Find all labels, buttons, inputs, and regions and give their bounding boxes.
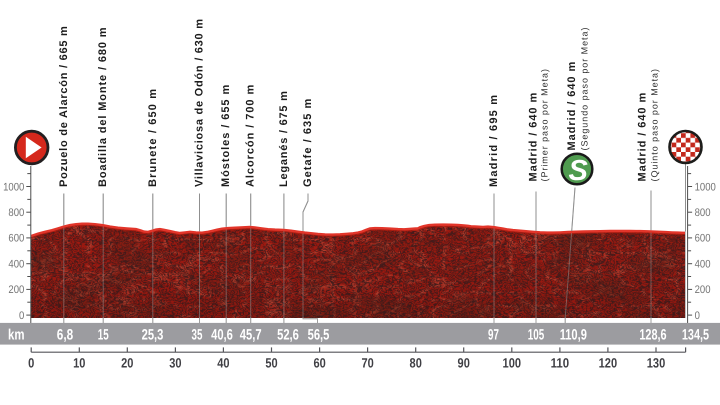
svg-text:56,5: 56,5 <box>308 326 330 343</box>
svg-text:40: 40 <box>217 355 229 370</box>
svg-text:Villaviciosa de Odón / 630 m: Villaviciosa de Odón / 630 m <box>194 18 206 187</box>
svg-text:110,9: 110,9 <box>560 326 587 343</box>
svg-text:40,6: 40,6 <box>211 326 233 343</box>
svg-text:6,8: 6,8 <box>57 326 73 343</box>
svg-text:200: 200 <box>695 284 711 296</box>
svg-text:600: 600 <box>695 233 711 245</box>
svg-text:105: 105 <box>528 326 544 343</box>
svg-text:S: S <box>569 155 589 187</box>
svg-text:52,6: 52,6 <box>277 326 299 343</box>
svg-text:Madrid / 695 m: Madrid / 695 m <box>488 94 500 187</box>
svg-text:Alcorcón / 700 m: Alcorcón / 700 m <box>245 84 257 187</box>
svg-text:0: 0 <box>28 355 34 370</box>
svg-text:400: 400 <box>695 259 711 271</box>
svg-text:20: 20 <box>121 355 133 370</box>
svg-text:Madrid / 640 m: Madrid / 640 m <box>528 92 540 182</box>
svg-text:120: 120 <box>599 355 618 370</box>
svg-text:400: 400 <box>8 259 24 271</box>
svg-text:Leganés / 675 m: Leganés / 675 m <box>278 90 290 187</box>
svg-text:Boadilla del Monte / 680 m: Boadilla del Monte / 680 m <box>97 27 109 187</box>
svg-text:Madrid / 640 m: Madrid / 640 m <box>566 61 578 151</box>
svg-text:(Segundo paso por Meta): (Segundo paso por Meta) <box>580 27 590 151</box>
svg-text:0: 0 <box>695 310 700 322</box>
svg-text:70: 70 <box>361 355 373 370</box>
svg-text:1000: 1000 <box>3 181 24 193</box>
svg-text:Brunete / 650 m: Brunete / 650 m <box>147 88 159 187</box>
svg-text:Madrid / 640 m: Madrid / 640 m <box>637 92 649 182</box>
svg-text:10: 10 <box>73 355 85 370</box>
svg-text:Getafe / 635 m: Getafe / 635 m <box>302 98 314 187</box>
svg-text:100: 100 <box>503 355 522 370</box>
svg-text:110: 110 <box>551 355 570 370</box>
svg-text:130: 130 <box>647 355 666 370</box>
svg-text:(Primer paso por Meta): (Primer paso por Meta) <box>540 68 550 181</box>
svg-text:35: 35 <box>192 326 203 343</box>
svg-text:0: 0 <box>19 310 24 322</box>
svg-text:200: 200 <box>8 284 24 296</box>
svg-text:800: 800 <box>695 207 711 219</box>
svg-text:50: 50 <box>265 355 277 370</box>
svg-text:600: 600 <box>8 233 24 245</box>
svg-text:90: 90 <box>458 355 470 370</box>
svg-text:Pozuelo de Alarcón / 665 m: Pozuelo de Alarcón / 665 m <box>58 25 70 187</box>
svg-text:15: 15 <box>98 326 109 343</box>
svg-text:(Quinto paso por Meta): (Quinto paso por Meta) <box>650 68 660 181</box>
svg-text:km: km <box>8 326 25 343</box>
svg-text:800: 800 <box>8 207 24 219</box>
svg-text:97: 97 <box>488 326 499 343</box>
svg-text:25,3: 25,3 <box>142 326 164 343</box>
svg-text:1000: 1000 <box>695 181 716 193</box>
svg-text:Móstoles / 655 m: Móstoles / 655 m <box>220 84 232 187</box>
svg-text:45,7: 45,7 <box>240 326 262 343</box>
svg-text:134,5: 134,5 <box>682 326 709 343</box>
svg-text:30: 30 <box>169 355 181 370</box>
svg-text:80: 80 <box>410 355 422 370</box>
svg-text:60: 60 <box>313 355 325 370</box>
svg-text:128,6: 128,6 <box>639 326 666 343</box>
